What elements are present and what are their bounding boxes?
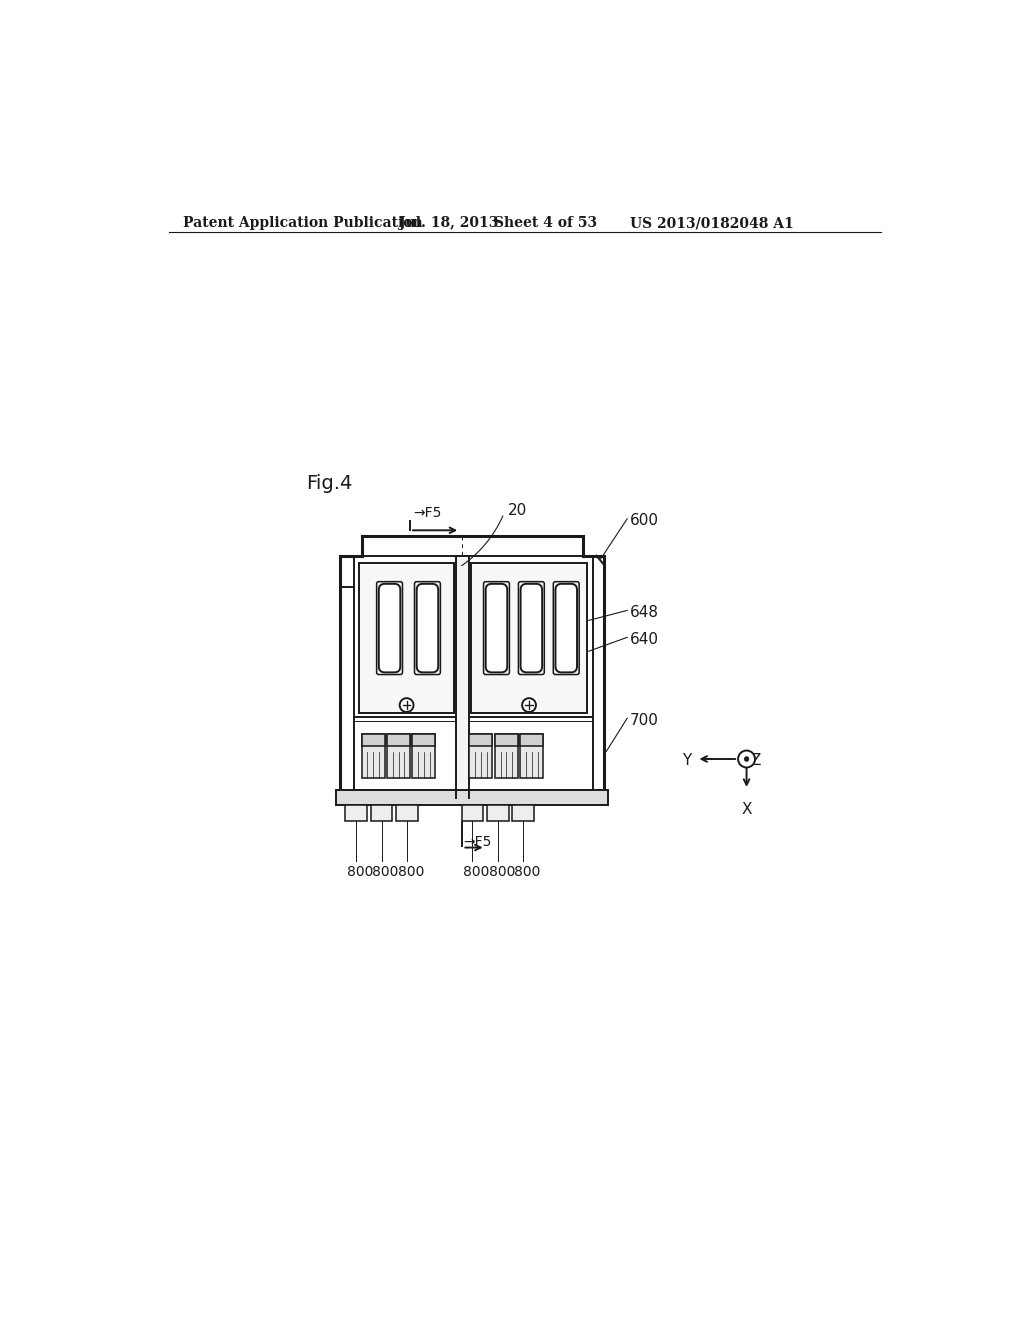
Text: Y: Y: [682, 752, 691, 768]
Circle shape: [738, 751, 755, 767]
Bar: [345, 805, 367, 821]
Bar: [359, 562, 454, 713]
Bar: [456, 556, 469, 789]
Text: 800: 800: [514, 866, 541, 879]
FancyBboxPatch shape: [485, 583, 507, 672]
Text: Z: Z: [751, 752, 761, 768]
Text: 800: 800: [397, 866, 424, 879]
Bar: [512, 805, 535, 821]
Text: Fig.4: Fig.4: [306, 474, 352, 494]
FancyBboxPatch shape: [379, 583, 400, 672]
Text: 700: 700: [630, 713, 658, 727]
Bar: [495, 734, 518, 746]
Text: →F5: →F5: [413, 507, 441, 520]
Bar: [396, 805, 418, 821]
Text: X: X: [741, 803, 752, 817]
Bar: [387, 734, 410, 779]
Text: US 2013/0182048 A1: US 2013/0182048 A1: [630, 216, 794, 230]
Bar: [462, 805, 483, 821]
FancyBboxPatch shape: [555, 583, 577, 672]
Bar: [361, 734, 385, 746]
Bar: [520, 734, 544, 746]
Text: Jul. 18, 2013: Jul. 18, 2013: [398, 216, 498, 230]
Text: 600: 600: [630, 512, 658, 528]
Bar: [469, 734, 493, 746]
Circle shape: [399, 698, 414, 711]
Bar: [387, 734, 410, 746]
Bar: [487, 805, 509, 821]
Bar: [520, 734, 544, 779]
Text: 800: 800: [488, 866, 515, 879]
Text: 648: 648: [630, 605, 658, 620]
Text: 800: 800: [463, 866, 489, 879]
Text: 800: 800: [347, 866, 374, 879]
FancyBboxPatch shape: [417, 583, 438, 672]
FancyBboxPatch shape: [520, 583, 542, 672]
Text: →F5: →F5: [463, 836, 492, 849]
Bar: [371, 805, 392, 821]
Circle shape: [744, 756, 749, 762]
Bar: [413, 734, 435, 746]
Bar: [495, 734, 518, 779]
Text: 800: 800: [373, 866, 398, 879]
Text: Patent Application Publication: Patent Application Publication: [183, 216, 423, 230]
Bar: [413, 734, 435, 779]
Bar: [336, 789, 608, 805]
Text: Sheet 4 of 53: Sheet 4 of 53: [494, 216, 597, 230]
Circle shape: [522, 698, 536, 711]
Text: 640: 640: [630, 632, 658, 647]
Text: 20: 20: [508, 503, 527, 517]
Bar: [361, 734, 385, 779]
Bar: [469, 734, 493, 779]
Bar: [471, 562, 587, 713]
